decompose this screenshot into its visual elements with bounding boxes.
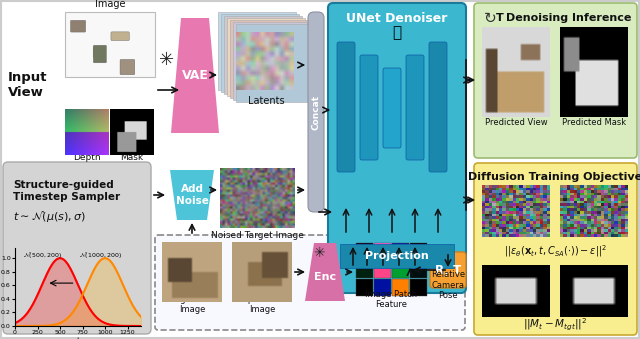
FancyBboxPatch shape [406,55,424,160]
Text: Predicted Mask: Predicted Mask [562,118,626,127]
Bar [356,279,373,296]
Text: Depth: Depth [73,153,101,162]
Text: $||M_t - M_{tgt}||^2$: $||M_t - M_{tgt}||^2$ [524,317,588,333]
Text: Target-view
Image: Target-view Image [168,295,216,314]
Text: ✳: ✳ [313,246,325,260]
Text: GT: GT [588,267,600,276]
Polygon shape [171,18,219,133]
Text: Image Patch
Feature: Image Patch Feature [365,290,417,309]
Bar [410,243,427,260]
Text: Latents: Latents [248,96,284,106]
Bar [218,12,296,90]
Polygon shape [305,243,345,301]
Text: Noised Target Image: Noised Target Image [211,231,304,240]
FancyBboxPatch shape [111,32,129,41]
Text: Input
View: Input View [8,71,47,100]
Text: GT: GT [588,187,600,196]
Text: T: T [496,13,504,23]
Bar [392,261,409,278]
Text: Diffusion Training Objective: Diffusion Training Objective [468,172,640,182]
FancyBboxPatch shape [93,47,103,58]
FancyBboxPatch shape [474,3,637,158]
FancyBboxPatch shape [93,45,106,63]
Text: Relative
Camera
Pose: Relative Camera Pose [431,270,465,300]
Bar [221,14,299,92]
Text: Denoising Inference: Denoising Inference [506,13,632,23]
Text: Mask: Mask [120,153,143,162]
FancyBboxPatch shape [429,42,447,172]
Bar [340,244,454,268]
Bar [236,24,314,102]
Bar [392,279,409,296]
Text: Pred: Pred [505,267,527,276]
Text: Image: Image [95,0,125,9]
Text: Input-view
Image: Input-view Image [240,295,284,314]
Bar [374,279,391,296]
FancyBboxPatch shape [328,3,466,293]
Text: Pred: Pred [505,187,527,196]
FancyBboxPatch shape [360,55,378,160]
Bar [356,261,373,278]
Text: Timestep Sampler: Timestep Sampler [13,192,120,202]
Text: $||\epsilon_\theta(\mathbf{x}_t, t, C_{SA}(\cdot)) - \epsilon||^2$: $||\epsilon_\theta(\mathbf{x}_t, t, C_{S… [504,243,607,259]
Text: VAE: VAE [182,69,209,82]
FancyBboxPatch shape [430,252,466,288]
FancyBboxPatch shape [308,12,324,212]
Bar [356,243,373,260]
Text: R, T: R, T [435,263,461,277]
Text: ↻: ↻ [484,11,497,25]
FancyBboxPatch shape [383,68,401,148]
Bar [65,12,155,77]
FancyBboxPatch shape [155,235,465,330]
Text: ✳: ✳ [159,51,175,69]
Text: Structure-guided: Structure-guided [13,180,114,190]
Text: Add
Noise: Add Noise [175,184,209,206]
Text: Projection: Projection [365,251,429,261]
FancyBboxPatch shape [120,59,135,75]
Bar [410,279,427,296]
Text: Concat: Concat [312,95,321,129]
Bar [374,243,391,260]
FancyBboxPatch shape [3,162,151,334]
Text: $\mathcal{N}(500, 200)$: $\mathcal{N}(500, 200)$ [23,250,62,260]
Polygon shape [170,170,214,220]
Bar [227,18,305,96]
Text: UNet Denoiser: UNet Denoiser [346,13,448,25]
Text: $t \sim \mathcal{N}(\mu(s), \sigma)$: $t \sim \mathcal{N}(\mu(s), \sigma)$ [13,209,86,224]
Bar [410,261,427,278]
Text: Predicted View: Predicted View [484,118,547,127]
FancyBboxPatch shape [70,20,86,32]
X-axis label: t: t [76,337,79,339]
Text: 🔥: 🔥 [392,25,401,40]
Bar [392,243,409,260]
Bar [374,261,391,278]
FancyBboxPatch shape [474,163,637,335]
FancyBboxPatch shape [337,42,355,172]
Text: $\mathcal{N}(1000, 200)$: $\mathcal{N}(1000, 200)$ [79,250,122,260]
Bar [224,16,302,94]
Text: Enc: Enc [314,272,336,282]
Bar [230,20,308,98]
Bar [233,22,311,100]
